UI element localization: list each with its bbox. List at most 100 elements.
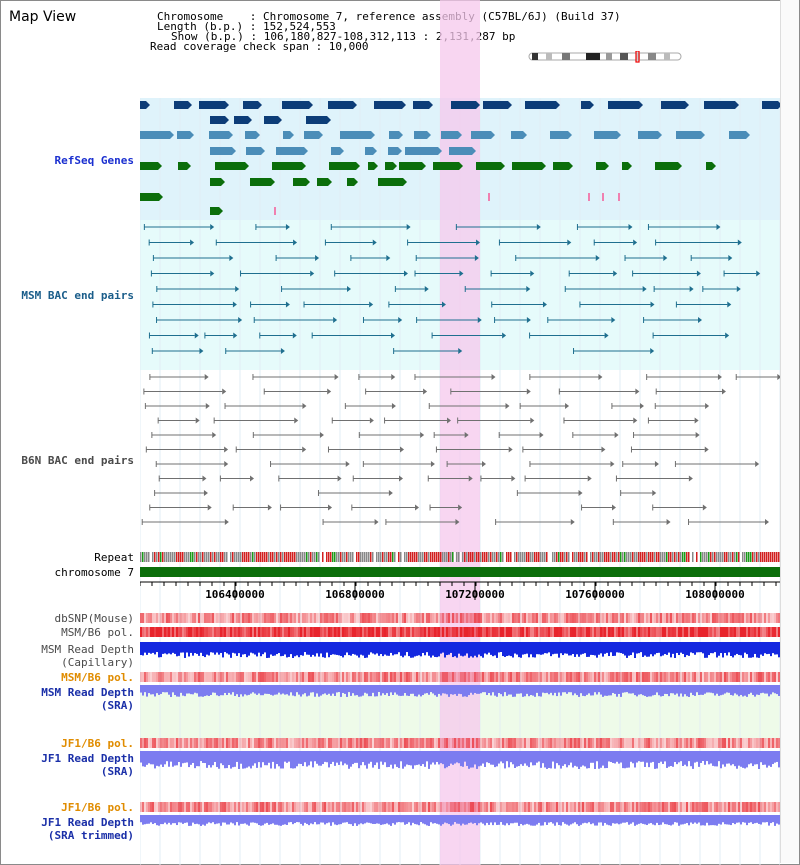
depth-bar: [140, 685, 142, 693]
depth-bar: [512, 751, 514, 765]
depth-bar: [200, 685, 202, 697]
polymorphism-cell: [590, 627, 592, 637]
polymorphism-cell: [630, 627, 632, 637]
repeat-element: [442, 552, 444, 562]
depth-bar: [314, 751, 316, 762]
polymorphism-cell: [190, 613, 192, 623]
gene-block: [365, 147, 373, 155]
polymorphism-cell: [424, 672, 426, 682]
repeat-element: [596, 552, 598, 562]
depth-bar: [678, 685, 680, 697]
polymorphism-cell: [168, 802, 170, 812]
depth-bar: [402, 751, 404, 769]
repeat-element: [446, 552, 448, 562]
repeat-element: [444, 552, 446, 562]
polymorphism-cell: [388, 613, 390, 623]
repeat-element: [524, 552, 526, 562]
depth-bar: [642, 642, 644, 657]
polymorphism-cell: [718, 802, 720, 812]
depth-bar: [654, 751, 656, 769]
gene-block: [704, 101, 735, 109]
depth-bar: [496, 685, 498, 697]
depth-bar: [602, 685, 604, 697]
polymorphism-cell: [446, 802, 448, 812]
polymorphism-cell: [600, 627, 602, 637]
polymorphism-cell: [256, 613, 258, 623]
depth-bar: [146, 751, 148, 765]
track-label-b6n-bac: B6N BAC end pairs: [21, 454, 134, 467]
polymorphism-cell: [196, 672, 198, 682]
chromosome-ideogram[interactable]: [528, 51, 684, 63]
depth-bar: [280, 642, 282, 657]
depth-bar: [192, 685, 194, 695]
polymorphism-cell: [290, 627, 292, 637]
track-label-msm-b6-pol-sra: MSM/B6 pol.: [61, 671, 134, 684]
depth-bar: [580, 815, 582, 825]
bac-pair-arrow: [315, 255, 320, 261]
polymorphism-cell: [604, 627, 606, 637]
polymorphism-cell: [408, 613, 410, 623]
polymorphism-cell: [298, 627, 300, 637]
polymorphism-cell: [582, 613, 584, 623]
polymorphism-cell: [360, 627, 362, 637]
polymorphism-cell: [748, 627, 750, 637]
vertical-scrollbar[interactable]: [780, 0, 799, 863]
bac-pair-arrow: [398, 317, 403, 323]
depth-bar: [276, 815, 278, 825]
depth-bar: [464, 685, 466, 697]
polymorphism-cell: [432, 672, 434, 682]
depth-bar: [534, 751, 536, 766]
depth-bar: [352, 751, 354, 765]
depth-bar: [526, 815, 528, 824]
polymorphism-cell: [568, 738, 570, 748]
polymorphism-cell: [288, 627, 290, 637]
polymorphism-cell: [234, 627, 236, 637]
polymorphism-cell: [668, 672, 670, 682]
repeat-element: [570, 552, 572, 562]
polymorphism-cell: [332, 738, 334, 748]
depth-bar: [424, 685, 426, 694]
depth-bar: [354, 751, 356, 763]
depth-bar: [462, 642, 464, 657]
depth-bar: [380, 751, 382, 762]
depth-bar: [674, 815, 676, 823]
polymorphism-cell: [664, 738, 666, 748]
depth-bar: [468, 685, 470, 696]
depth-bar: [416, 751, 418, 765]
repeat-element: [670, 552, 672, 562]
polymorphism-cell: [310, 802, 312, 812]
depth-bar: [614, 815, 616, 824]
bac-pair-arrow: [539, 432, 544, 438]
polymorphism-cell: [554, 738, 556, 748]
genome-browser-canvas[interactable]: 106400000 106800000 107200000 107600000 1080…: [140, 0, 780, 865]
depth-bar: [196, 685, 198, 694]
gene-arrow: [393, 162, 397, 170]
depth-bar: [180, 815, 182, 823]
polymorphism-cell: [176, 802, 178, 812]
depth-bar: [578, 751, 580, 769]
polymorphism-cell: [776, 672, 778, 682]
depth-bar: [506, 815, 508, 824]
depth-bar: [426, 815, 428, 826]
bac-pair-arrow: [337, 475, 342, 482]
depth-bar: [206, 751, 208, 768]
depth-bar: [634, 642, 636, 658]
polymorphism-cell: [336, 627, 338, 637]
depth-bar: [764, 815, 766, 823]
polymorphism-cell: [750, 738, 752, 748]
polymorphism-cell: [184, 672, 186, 682]
depth-bar: [302, 642, 304, 656]
repeat-element: [666, 552, 668, 562]
polymorphism-cell: [318, 672, 320, 682]
repeat-element: [492, 552, 494, 562]
polymorphism-cell: [532, 672, 534, 682]
depth-bar: [186, 815, 188, 823]
polymorphism-cell: [682, 627, 684, 637]
polymorphism-cell: [602, 613, 604, 623]
polymorphism-cell: [474, 627, 476, 637]
polymorphism-cell: [406, 802, 408, 812]
polymorphism-cell: [264, 627, 266, 637]
gene-block: [140, 131, 170, 139]
polymorphism-cell: [272, 672, 274, 682]
repeat-element: [700, 552, 702, 562]
